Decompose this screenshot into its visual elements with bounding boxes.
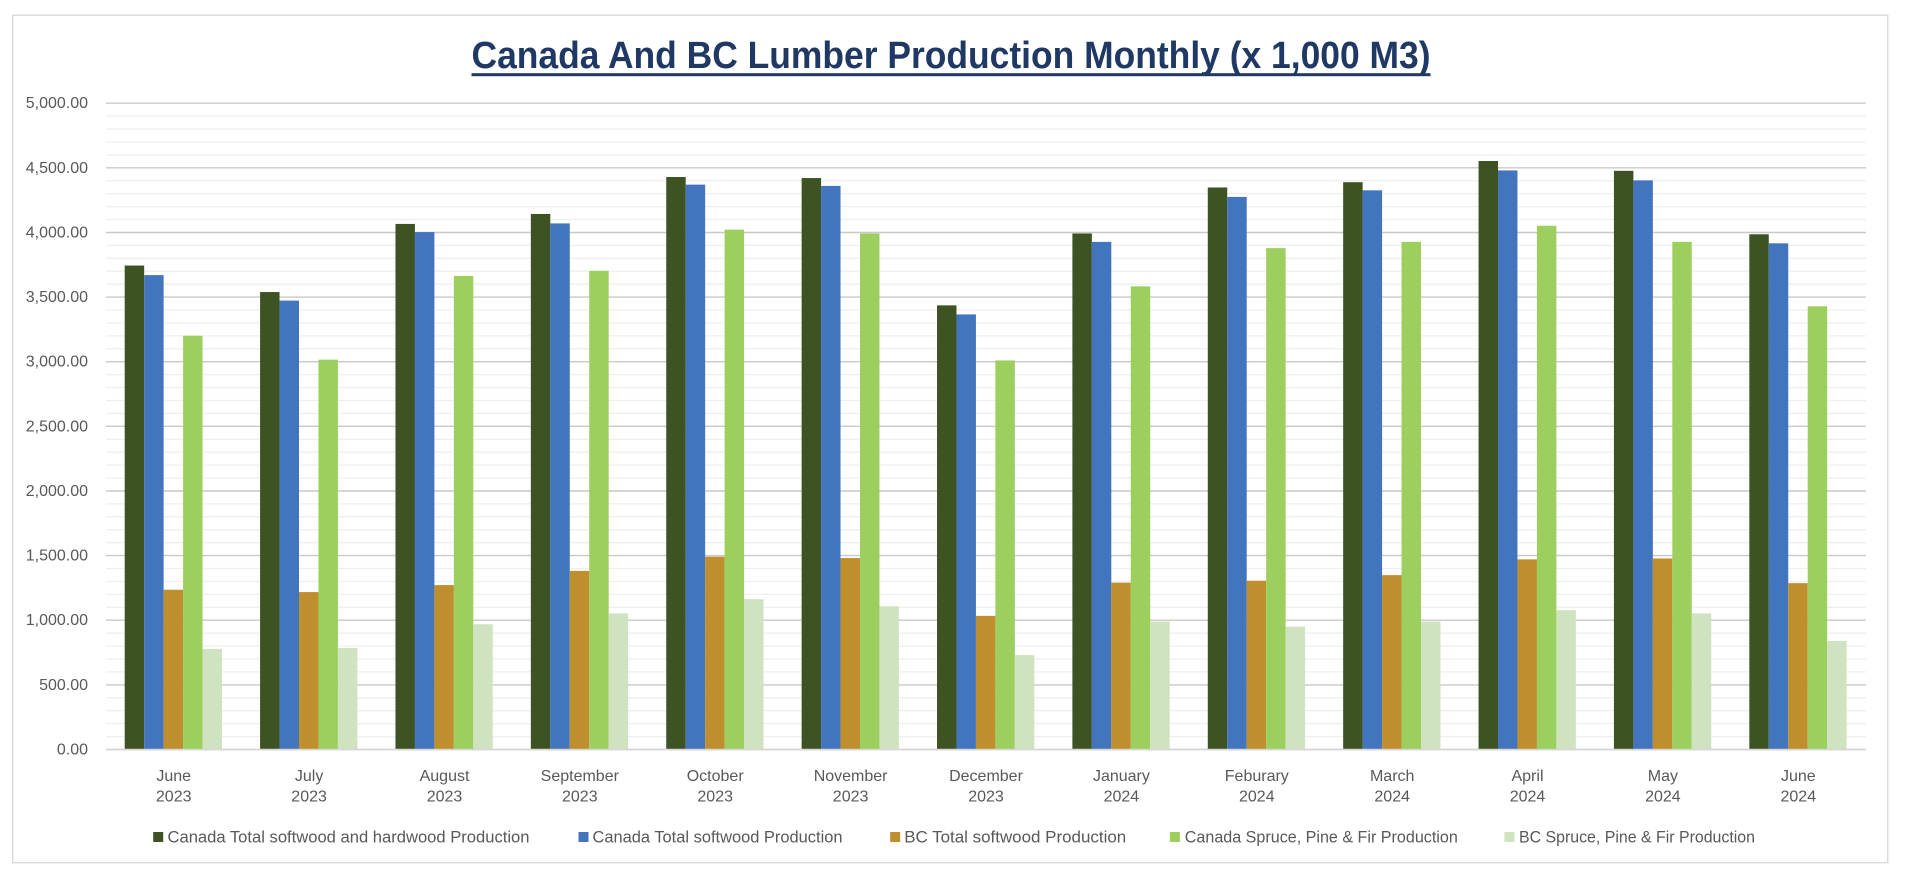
svg-text:November: November xyxy=(814,768,888,785)
svg-text:1,000.00: 1,000.00 xyxy=(26,612,88,629)
svg-text:Canada Spruce, Pine & Fir Prod: Canada Spruce, Pine & Fir Production xyxy=(1185,828,1458,847)
svg-text:4,000.00: 4,000.00 xyxy=(26,225,88,242)
svg-text:500.00: 500.00 xyxy=(39,677,88,694)
svg-text:Canada Total softwood and hard: Canada Total softwood and hardwood Produ… xyxy=(168,828,530,847)
svg-text:August: August xyxy=(420,768,470,785)
svg-text:June: June xyxy=(1781,768,1816,785)
svg-text:2,500.00: 2,500.00 xyxy=(26,418,88,435)
svg-text:2023: 2023 xyxy=(968,789,1004,806)
svg-text:December: December xyxy=(949,768,1023,785)
svg-text:2023: 2023 xyxy=(291,789,327,806)
svg-text:Canada Total softwood Producti: Canada Total softwood Production xyxy=(593,828,843,847)
svg-text:2023: 2023 xyxy=(562,789,598,806)
svg-text:2,000.00: 2,000.00 xyxy=(26,483,88,500)
svg-text:June: June xyxy=(156,768,191,785)
svg-text:October: October xyxy=(687,768,745,785)
svg-text:January: January xyxy=(1093,768,1150,785)
svg-text:July: July xyxy=(295,768,323,785)
svg-text:March: March xyxy=(1370,768,1414,785)
svg-text:BC Spruce, Pine & Fir Producti: BC Spruce, Pine & Fir Production xyxy=(1519,828,1755,847)
svg-text:BC Total softwood Production: BC Total softwood Production xyxy=(904,828,1126,847)
svg-text:2023: 2023 xyxy=(427,789,463,806)
svg-text:September: September xyxy=(541,768,620,785)
svg-text:5,000.00: 5,000.00 xyxy=(26,95,88,112)
svg-text:0.00: 0.00 xyxy=(57,742,88,759)
svg-text:2024: 2024 xyxy=(1645,789,1681,806)
svg-text:3,500.00: 3,500.00 xyxy=(26,289,88,306)
svg-text:April: April xyxy=(1511,768,1543,785)
svg-text:2024: 2024 xyxy=(1374,789,1410,806)
svg-text:2023: 2023 xyxy=(833,789,869,806)
svg-text:2024: 2024 xyxy=(1781,789,1817,806)
svg-text:2024: 2024 xyxy=(1239,789,1275,806)
svg-text:2024: 2024 xyxy=(1104,789,1140,806)
svg-text:2023: 2023 xyxy=(697,789,733,806)
svg-text:May: May xyxy=(1648,768,1678,785)
svg-text:4,500.00: 4,500.00 xyxy=(26,160,88,177)
svg-text:1,500.00: 1,500.00 xyxy=(26,548,88,565)
svg-text:2023: 2023 xyxy=(156,789,192,806)
svg-text:Canada And BC Lumber Productio: Canada And BC Lumber Production Monthly … xyxy=(472,35,1431,77)
svg-text:Feburary: Feburary xyxy=(1225,768,1289,785)
svg-text:2024: 2024 xyxy=(1510,789,1546,806)
svg-text:3,000.00: 3,000.00 xyxy=(26,354,88,371)
